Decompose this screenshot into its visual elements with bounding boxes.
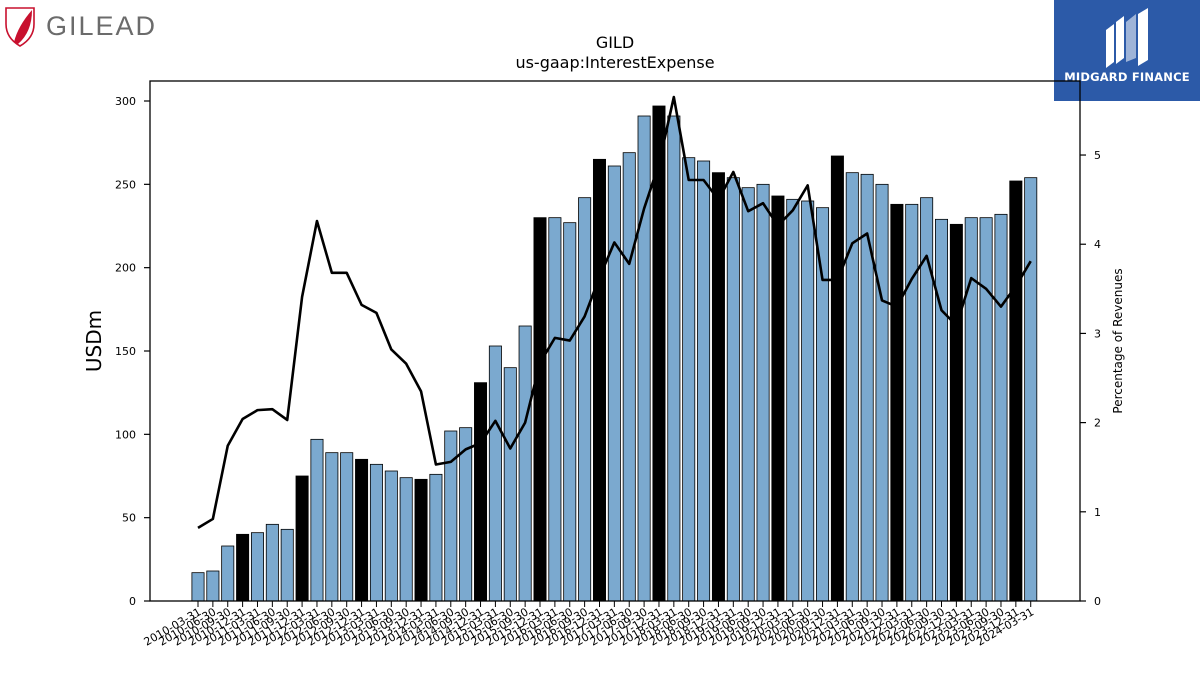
- bar-2011-06-30: [265, 523, 279, 602]
- bar-2020-03-31: [786, 198, 800, 602]
- midgard-finance-logo: MIDGARD FINANCE: [1054, 0, 1200, 101]
- bar-2022-12-31: [949, 223, 963, 602]
- x-axis: 2010-03-312010-06-302010-09-302010-12-31…: [142, 601, 1036, 649]
- bar-2021-09-30: [875, 183, 889, 602]
- bar-2013-12-31: [414, 478, 428, 602]
- bar-2010-06-30: [206, 570, 220, 602]
- bar-2021-03-31: [845, 172, 859, 602]
- midgard-emblem-icon: [1106, 8, 1148, 68]
- percentage-of-revenues-line: [197, 95, 1032, 529]
- bar-2014-12-31: [474, 382, 488, 602]
- bar-2022-03-31: [905, 203, 919, 602]
- bar-2016-06-30: [563, 222, 577, 602]
- bar-2020-06-30: [801, 200, 815, 602]
- y-tick-label: 100: [115, 428, 136, 441]
- bar-2023-09-30: [994, 213, 1008, 602]
- bar-2011-12-31: [295, 475, 309, 602]
- midgard-finance-text: MIDGARD FINANCE: [1064, 70, 1190, 84]
- bar-2010-03-31: [191, 572, 205, 602]
- bar-2010-09-30: [221, 545, 235, 602]
- bar-2023-12-31: [1009, 180, 1023, 602]
- bar-2017-06-30: [622, 152, 636, 602]
- bar-2018-09-30: [697, 160, 711, 602]
- bar-2013-06-30: [384, 470, 398, 602]
- bar-2018-12-31: [711, 172, 725, 602]
- bar-2012-03-31: [310, 438, 324, 602]
- gilead-logo: GILEAD: [4, 4, 164, 48]
- y-tick-label: 0: [129, 595, 136, 608]
- y-tick-label: 200: [115, 262, 136, 275]
- y2-tick-label: 2: [1094, 417, 1101, 430]
- y-tick-label: 300: [115, 95, 136, 108]
- bar-2020-09-30: [816, 207, 830, 602]
- bar-2019-03-31: [726, 177, 740, 602]
- bar-2021-12-31: [890, 203, 904, 602]
- bar-2019-06-30: [741, 187, 755, 602]
- y-axis-left: 0 50 100 150 200 250 300: [115, 95, 150, 608]
- gilead-logo-text: GILEAD: [46, 11, 157, 41]
- bar-2016-12-31: [592, 158, 606, 602]
- y2-tick-label: 1: [1094, 506, 1101, 519]
- bar-2020-12-31: [830, 155, 844, 602]
- y2-tick-label: 3: [1094, 327, 1101, 340]
- y2-tick-label: 5: [1094, 149, 1101, 162]
- bar-2023-06-30: [979, 217, 993, 602]
- plot-frame: [149, 80, 1081, 602]
- bar-2015-06-30: [503, 367, 517, 602]
- y-tick-label: 150: [115, 345, 136, 358]
- y-axis-label: USDm: [82, 310, 106, 372]
- bar-2011-09-30: [280, 528, 294, 602]
- y-tick-label: 50: [122, 512, 136, 525]
- gilead-emblem-icon: [5, 7, 35, 47]
- bar-2017-09-30: [637, 115, 651, 602]
- bar-2017-03-31: [607, 165, 621, 602]
- bar-series: [191, 105, 1038, 602]
- y2-tick-label: 4: [1094, 238, 1101, 251]
- bar-2015-12-31: [533, 217, 547, 602]
- bar-2014-03-31: [429, 473, 443, 602]
- gilead-logo-svg: GILEAD: [5, 7, 157, 47]
- bar-2011-03-31: [250, 532, 264, 602]
- bar-2015-03-31: [488, 345, 502, 602]
- gilead-leaf-icon: [14, 10, 32, 44]
- y2-axis-label: Percentage of Revenues: [1111, 268, 1125, 413]
- bar-2019-09-30: [756, 183, 770, 602]
- bar-2023-03-31: [964, 217, 978, 602]
- bar-2014-06-30: [444, 430, 458, 602]
- chart-title: GILD: [596, 33, 634, 52]
- y-tick-label: 250: [115, 178, 136, 191]
- bar-2012-06-30: [325, 452, 339, 602]
- chart-subtitle: us-gaap:InterestExpense: [515, 53, 714, 72]
- bar-2013-03-31: [369, 463, 383, 602]
- bar-2022-09-30: [935, 218, 949, 602]
- bar-2010-12-31: [236, 533, 250, 602]
- bar-2016-09-30: [578, 197, 592, 602]
- y2-tick-label: 0: [1094, 595, 1101, 608]
- bar-2019-12-31: [771, 195, 785, 602]
- bar-2012-09-30: [340, 452, 354, 602]
- bar-2018-03-31: [667, 115, 681, 602]
- y-axis-right: 0 1 2 3 4 5: [1080, 149, 1101, 608]
- bar-2012-12-31: [355, 458, 369, 602]
- bar-2016-03-31: [548, 217, 562, 602]
- bar-2024-03-31: [1024, 177, 1038, 602]
- bar-2015-09-30: [518, 325, 532, 602]
- bar-2018-06-30: [682, 157, 696, 602]
- bar-2013-09-30: [399, 477, 413, 602]
